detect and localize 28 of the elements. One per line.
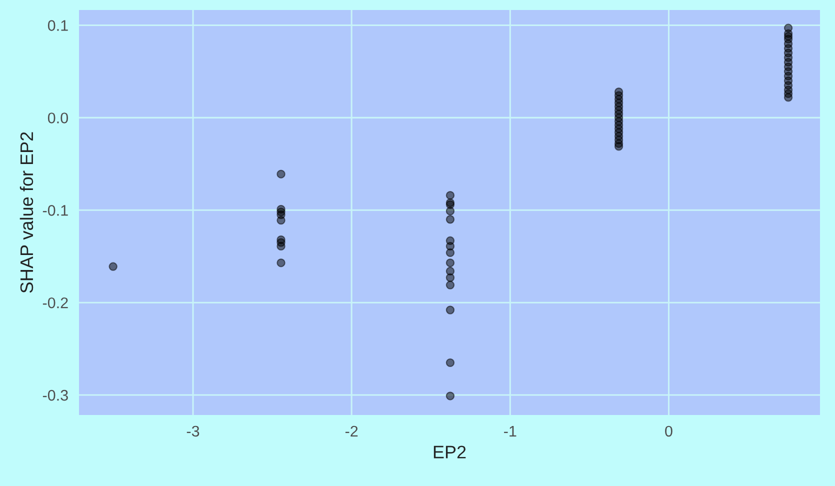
point xyxy=(614,142,624,151)
x-tick-label: -3 xyxy=(186,426,200,437)
y-tick-label: 0.0 xyxy=(48,112,68,124)
point xyxy=(446,215,455,224)
point xyxy=(446,206,455,216)
point xyxy=(276,258,286,268)
x-axis-title: EP2 xyxy=(434,446,466,458)
y-tick-label: -0.1 xyxy=(42,205,68,216)
point xyxy=(446,280,455,290)
point xyxy=(276,242,286,251)
x-tick-label: 0 xyxy=(665,426,672,437)
x-tick-label: -1 xyxy=(504,426,516,436)
point xyxy=(446,358,455,368)
point xyxy=(784,93,793,102)
point xyxy=(276,170,286,178)
point xyxy=(446,273,455,282)
y-tick-label: -0.2 xyxy=(42,297,68,308)
point xyxy=(446,306,455,314)
y-tick-label: -0.3 xyxy=(42,390,68,401)
point xyxy=(446,392,455,400)
point xyxy=(276,216,286,225)
point xyxy=(108,262,118,271)
point xyxy=(446,258,455,268)
x-tick-label: -2 xyxy=(345,426,358,436)
point xyxy=(446,248,455,258)
point xyxy=(446,190,455,200)
y-axis-title: SHAP value for EP2 xyxy=(20,132,34,293)
y-tick-label: 0.1 xyxy=(48,20,68,31)
